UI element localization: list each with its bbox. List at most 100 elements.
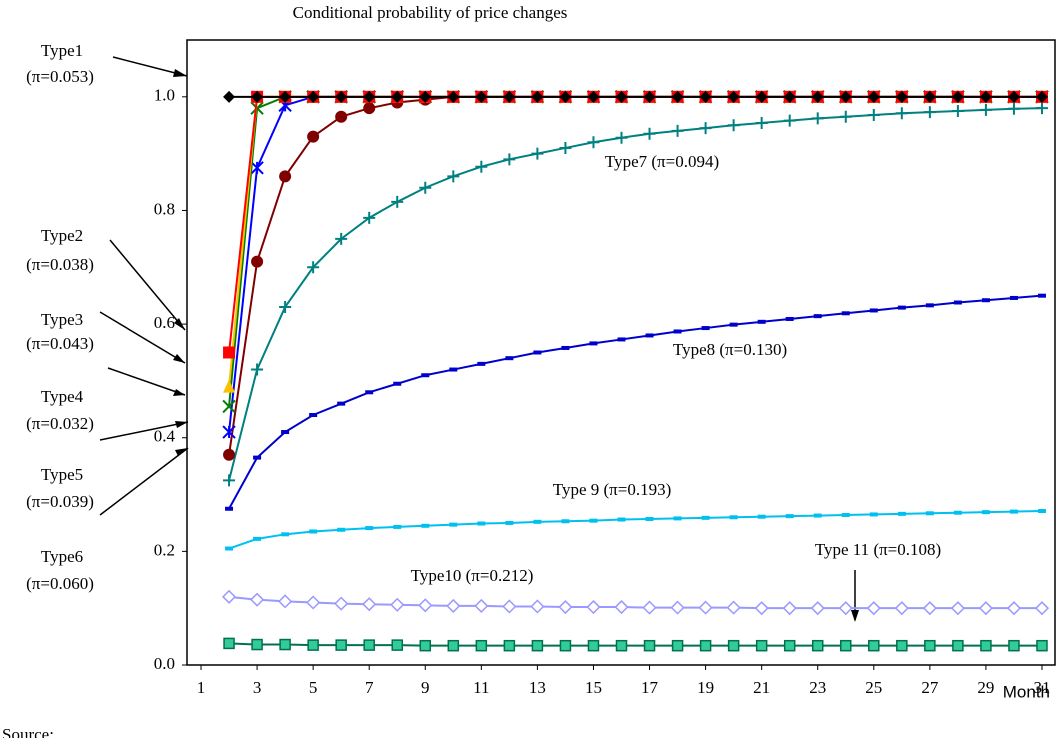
marker <box>645 333 654 338</box>
marker <box>1007 102 1020 115</box>
marker <box>223 637 235 650</box>
marker <box>589 341 598 346</box>
marker <box>251 90 264 103</box>
x-tick-label: 17 <box>641 678 659 697</box>
marker <box>950 601 965 616</box>
marker <box>221 589 237 604</box>
marker <box>783 114 796 127</box>
marker <box>951 90 964 103</box>
marker <box>307 90 320 103</box>
marker <box>785 514 794 519</box>
series-label: Type 11 (π=0.108) <box>815 540 941 559</box>
x-tick-label: 9 <box>421 678 430 697</box>
series <box>225 509 1046 551</box>
marker <box>307 261 320 274</box>
marker <box>421 373 430 378</box>
marker <box>699 639 712 652</box>
marker <box>561 345 570 350</box>
marker <box>223 346 236 359</box>
marker <box>981 510 990 515</box>
marker <box>281 532 290 537</box>
marker <box>531 90 544 103</box>
marker <box>250 101 264 115</box>
y-tick-label: 1.0 <box>154 86 175 105</box>
marker <box>840 639 852 652</box>
series-name: Type 9 <box>553 480 600 499</box>
x-tick-label: 23 <box>809 678 826 697</box>
marker <box>783 90 796 103</box>
marker <box>701 515 710 520</box>
marker <box>363 102 376 115</box>
marker <box>617 337 626 342</box>
marker <box>279 90 292 103</box>
marker <box>587 90 600 103</box>
marker <box>250 592 265 607</box>
marker <box>699 90 712 103</box>
marker <box>505 356 514 361</box>
marker <box>671 90 684 103</box>
marker <box>253 536 262 541</box>
x-tick-label: 1 <box>197 678 206 697</box>
marker <box>925 511 934 516</box>
marker <box>559 90 572 103</box>
chart-title: Conditional probability of price changes <box>293 3 568 22</box>
series <box>223 102 1048 487</box>
marker <box>279 301 292 314</box>
marker <box>727 90 740 103</box>
marker <box>421 523 430 528</box>
series-share: (π=0.038) <box>26 255 94 274</box>
marker <box>561 519 570 524</box>
marker <box>587 136 600 149</box>
marker <box>363 639 375 651</box>
marker <box>757 514 766 519</box>
marker <box>981 298 990 303</box>
marker <box>309 529 318 534</box>
marker <box>393 524 402 529</box>
marker <box>225 506 234 511</box>
marker <box>670 600 685 615</box>
marker <box>726 600 741 615</box>
series-line <box>228 294 1043 510</box>
y-tick-label: 0.4 <box>154 427 176 446</box>
marker <box>614 599 629 615</box>
marker <box>673 516 682 521</box>
series-line <box>228 510 1043 550</box>
x-tick-label: 21 <box>753 678 770 697</box>
y-tick-label: 0.8 <box>154 199 175 218</box>
marker <box>617 517 626 522</box>
x-tick-label: 29 <box>977 678 994 697</box>
marker <box>475 639 488 652</box>
marker <box>701 326 710 331</box>
series <box>223 637 1048 652</box>
marker <box>1009 295 1018 300</box>
marker <box>953 510 962 515</box>
marker <box>923 90 936 103</box>
marker <box>757 319 766 324</box>
marker <box>225 546 234 551</box>
marker <box>531 147 544 160</box>
series-name: Type8 <box>673 340 715 359</box>
x-tick-label: 7 <box>365 678 374 697</box>
marker <box>782 601 797 616</box>
series-share: (π=0.032) <box>26 414 94 433</box>
series <box>225 293 1046 511</box>
marker <box>446 598 461 613</box>
x-tick-label: 11 <box>473 678 489 697</box>
series-name: Type7 <box>605 152 648 171</box>
marker <box>869 512 878 517</box>
marker <box>281 430 290 435</box>
series-share: (π=0.130) <box>719 340 787 359</box>
series-line <box>229 642 1042 647</box>
marker <box>502 599 517 614</box>
marker <box>896 639 908 652</box>
y-tick-label: 0.2 <box>154 540 175 559</box>
marker <box>1006 601 1022 616</box>
marker <box>391 90 404 103</box>
marker <box>533 519 542 524</box>
series-label: Type1 <box>41 41 83 60</box>
marker <box>867 109 880 121</box>
marker <box>362 597 377 612</box>
series-name: Type10 <box>411 566 462 585</box>
marker <box>477 361 486 366</box>
